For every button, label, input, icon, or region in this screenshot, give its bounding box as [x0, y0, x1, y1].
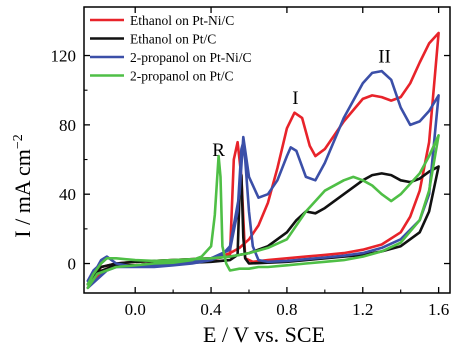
legend-label: Ethanol on Pt-Ni/C	[130, 13, 234, 28]
series-line	[86, 69, 440, 290]
x-tick-label: 0.8	[276, 300, 297, 319]
y-tick-label: 0	[68, 255, 77, 274]
x-tick-label: 1.6	[428, 300, 449, 319]
peak-annotation: II	[378, 46, 391, 67]
peak-annotation: I	[292, 88, 298, 109]
x-tick-label: 1.2	[352, 300, 373, 319]
y-axis-title-exponent: −2	[11, 134, 26, 149]
peak-annotation: R	[212, 140, 225, 161]
x-axis: 0.0 0.4 0.8 1.2 1.6	[125, 7, 449, 319]
series-lines	[86, 31, 440, 290]
y-tick-label: 40	[59, 185, 76, 204]
plot-frame	[83, 6, 451, 294]
legend-label: 2-propanol on Pt-Ni/C	[130, 50, 252, 65]
x-tick-label: 0.0	[125, 300, 146, 319]
y-axis-title: I / mA cm−2	[10, 134, 35, 238]
y-tick-label: 80	[59, 116, 76, 135]
x-tick-label: 0.4	[200, 300, 222, 319]
legend-label: 2-propanol on Pt/C	[130, 69, 234, 84]
legend-label: Ethanol on Pt/C	[130, 32, 216, 47]
y-axis-title-main: I / mA cm	[10, 149, 35, 238]
y-tick-label: 120	[51, 47, 77, 66]
series-line	[86, 134, 440, 290]
x-axis-title: E / V vs. SCE	[203, 322, 325, 347]
y-axis: 0 40 80 120	[51, 47, 450, 274]
legend: Ethanol on Pt-Ni/C Ethanol on Pt/C 2-propa…	[90, 13, 252, 84]
